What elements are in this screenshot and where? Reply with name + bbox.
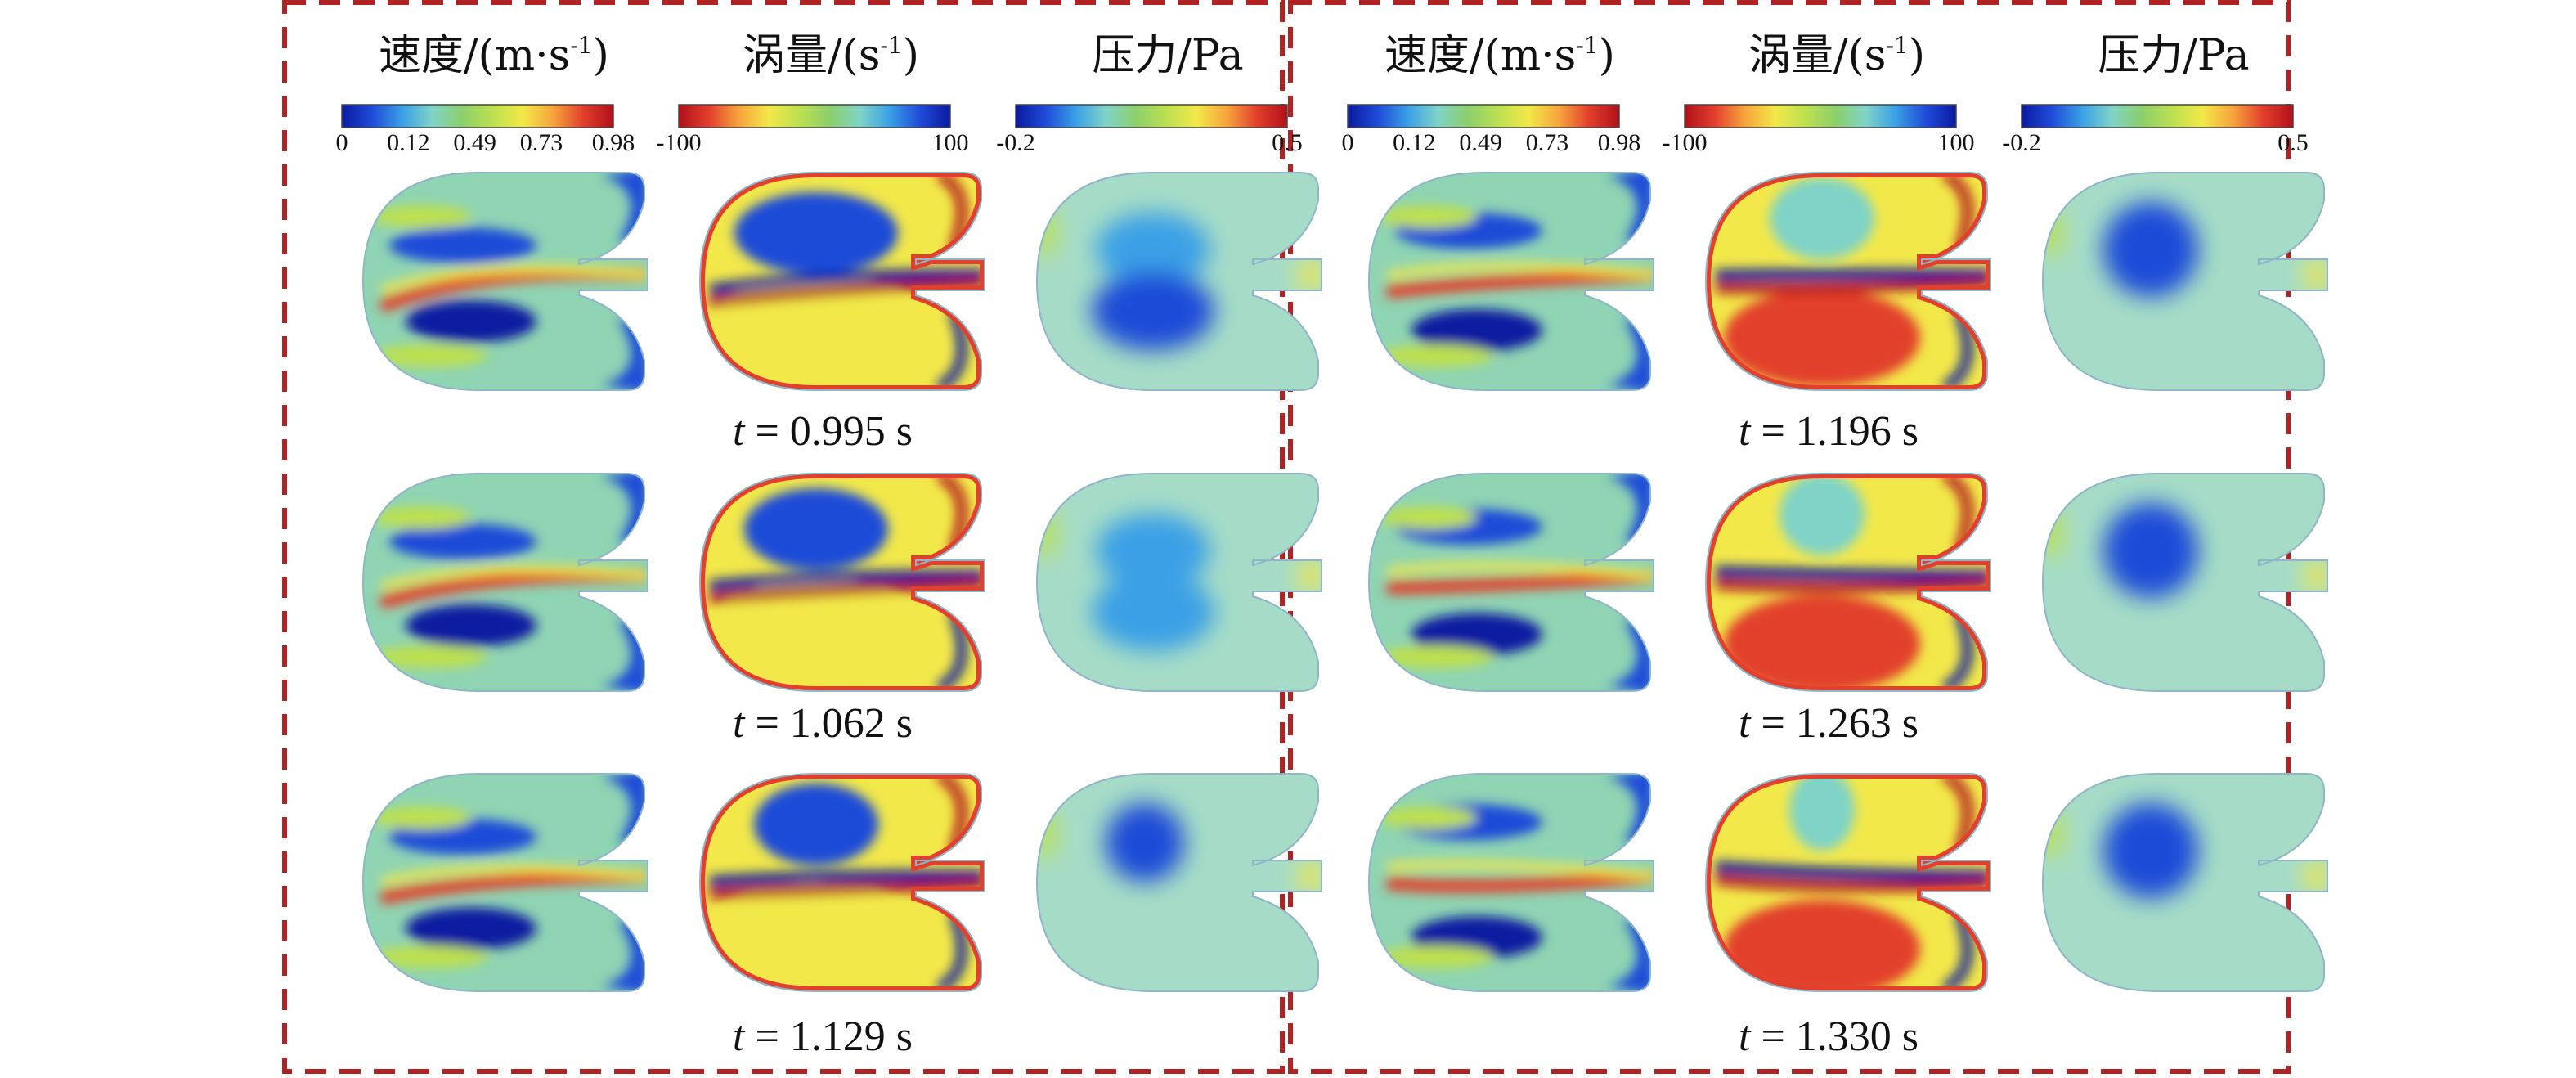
colorbar-tick-2-3-1: -0.2 (2002, 129, 2041, 156)
pressure-field-2-1 (2041, 172, 2328, 391)
colorbar-tick-1-3-1: -0.2 (996, 129, 1035, 156)
header-superscript: -1 (880, 32, 903, 59)
header-text: 涡量/(s (742, 31, 881, 80)
pressure-field-2-3 (2041, 773, 2328, 992)
column-header-1-3: 压力/Pa (1092, 31, 1243, 80)
header-text: 压力/Pa (2098, 31, 2250, 80)
time-variable: t (732, 1013, 745, 1060)
velocity-field-2-2 (1367, 473, 1654, 692)
colorbar-tick-2-2-2: 100 (1937, 129, 1975, 156)
header-superscript: -1 (1886, 32, 1909, 59)
column-header-1-1: 速度/(m·s-1) (379, 31, 609, 80)
colorbar-tick-1-2-2: 100 (931, 129, 969, 156)
time-caption-1-1: t = 0.995 s (733, 407, 913, 456)
column-header-2-2: 涡量/(s-1) (1748, 31, 1925, 80)
time-variable: t (1738, 700, 1751, 747)
colorbar-1-1 (341, 104, 614, 128)
time-caption-2-2: t = 1.263 s (1739, 699, 1919, 748)
colorbar-tick-2-1-1: 0 (1341, 129, 1354, 156)
header-tail: ) (1598, 31, 1615, 80)
time-caption-2-3: t = 1.330 s (1739, 1013, 1919, 1062)
colorbar-tick-2-1-2: 0.12 (1393, 129, 1436, 156)
velocity-field-2-1 (1367, 172, 1654, 391)
header-tail: ) (902, 31, 920, 80)
colorbar-tick-1-1-3: 0.49 (453, 129, 496, 156)
column-header-2-1: 速度/(m·s-1) (1384, 31, 1615, 80)
vorticity-field-1-2 (698, 473, 985, 692)
header-text: 速度/(m·s (1384, 31, 1577, 80)
pressure-field-2-2 (2041, 473, 2328, 692)
time-caption-1-3: t = 1.129 s (733, 1013, 913, 1062)
velocity-field-1-1 (361, 172, 648, 391)
header-superscript: -1 (1576, 32, 1599, 59)
colorbar-2-1 (1347, 104, 1620, 128)
colorbar-tick-1-3-2: 0.5 (1272, 129, 1303, 156)
colorbar-1-3 (1015, 104, 1288, 128)
time-variable: t (732, 700, 745, 747)
time-value: = 0.995 s (744, 408, 913, 455)
pressure-field-1-1 (1035, 172, 1322, 391)
field-plots (361, 172, 2328, 992)
colorbar-2-3 (2021, 104, 2294, 128)
colorbar-tick-1-1-2: 0.12 (387, 129, 430, 156)
header-tail: ) (592, 31, 609, 80)
time-caption-1-2: t = 1.062 s (733, 699, 913, 748)
colorbar-tick-2-3-2: 0.5 (2278, 129, 2309, 156)
colorbar-tick-2-1-3: 0.49 (1459, 129, 1502, 156)
time-value: = 1.129 s (744, 1013, 913, 1060)
header-tail: ) (1908, 31, 1926, 80)
velocity-field-2-3 (1367, 773, 1654, 992)
colorbar-tick-1-1-1: 0 (335, 129, 348, 156)
time-variable: t (732, 408, 745, 455)
header-text: 压力/Pa (1092, 31, 1244, 80)
column-header-2-3: 压力/Pa (2098, 31, 2249, 80)
colorbar-tick-1-1-5: 0.98 (591, 129, 635, 156)
pressure-field-1-2 (1035, 473, 1322, 692)
header-text: 速度/(m·s (379, 31, 571, 80)
velocity-field-1-3 (361, 773, 648, 992)
time-value: = 1.263 s (1750, 700, 1919, 747)
colorbar-tick-1-1-4: 0.73 (519, 129, 563, 156)
vorticity-field-2-3 (1704, 773, 1991, 992)
vorticity-field-1-3 (698, 773, 985, 992)
vorticity-field-2-2 (1704, 473, 1991, 692)
colorbars (341, 104, 2294, 128)
header-text: 涡量/(s (1748, 31, 1887, 80)
time-variable: t (1738, 408, 1751, 455)
time-value: = 1.330 s (1750, 1013, 1919, 1060)
colorbar-1-2 (678, 104, 951, 128)
column-header-1-2: 涡量/(s-1) (743, 31, 919, 80)
colorbar-tick-2-1-5: 0.98 (1597, 129, 1641, 156)
colorbar-tick-2-2-1: -100 (1662, 129, 1708, 156)
vorticity-field-2-1 (1704, 172, 1991, 391)
time-value: = 1.196 s (1750, 408, 1919, 455)
time-caption-2-1: t = 1.196 s (1739, 407, 1919, 456)
header-superscript: -1 (570, 32, 593, 59)
pressure-field-1-3 (1035, 773, 1322, 992)
colorbar-tick-1-2-1: -100 (656, 129, 702, 156)
velocity-field-1-2 (361, 473, 648, 692)
time-variable: t (1738, 1013, 1751, 1060)
vorticity-field-1-1 (698, 172, 985, 391)
colorbar-tick-2-1-4: 0.73 (1525, 129, 1569, 156)
colorbar-2-2 (1684, 104, 1957, 128)
time-value: = 1.062 s (744, 700, 913, 747)
